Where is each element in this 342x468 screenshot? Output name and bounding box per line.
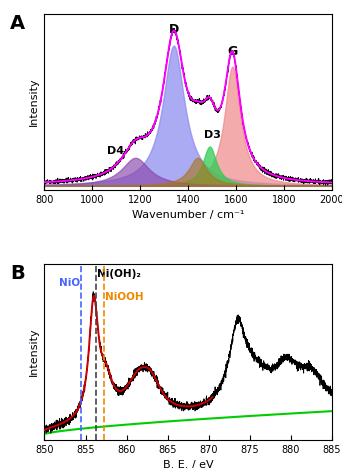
Text: G: G — [227, 44, 237, 58]
X-axis label: B. E. / eV: B. E. / eV — [163, 461, 213, 468]
Text: NiOOH: NiOOH — [105, 292, 143, 302]
X-axis label: Wavenumber / cm⁻¹: Wavenumber / cm⁻¹ — [132, 211, 244, 220]
Text: D: D — [169, 23, 179, 37]
Y-axis label: Intensity: Intensity — [29, 78, 39, 126]
Text: D4: D4 — [106, 146, 124, 156]
Text: B: B — [10, 264, 25, 283]
Text: D3: D3 — [203, 130, 221, 140]
Y-axis label: Intensity: Intensity — [29, 328, 39, 376]
Text: A: A — [10, 14, 25, 33]
Text: NiO: NiO — [59, 278, 80, 288]
Text: Ni(OH)₂: Ni(OH)₂ — [97, 269, 141, 279]
